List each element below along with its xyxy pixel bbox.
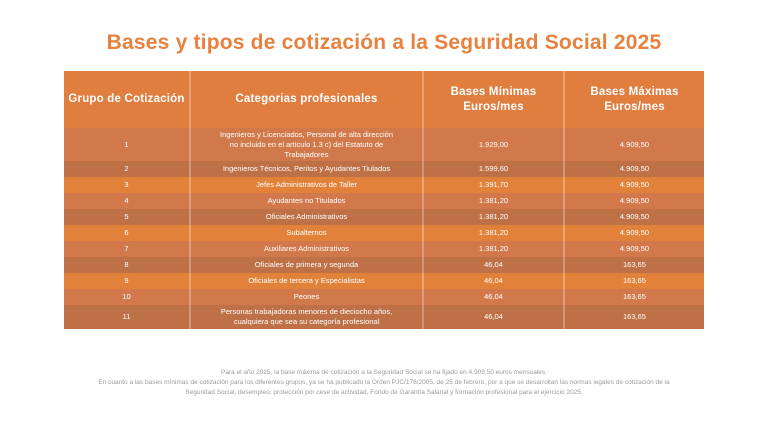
table-header-row: Grupo de Cotización Categorias profesion… xyxy=(64,71,704,128)
cell-categoria: Ayudantes no Titulados xyxy=(189,193,422,210)
table-row: 7 Auxiliares Administrativos 1.381,20 4.… xyxy=(64,241,704,258)
footnote-block: Para el año 2025, la base máxima de coti… xyxy=(60,368,708,398)
cell-grupo: 5 xyxy=(124,212,129,222)
table-row: 8 Oficiales de primera y segunda 46,04 1… xyxy=(64,257,704,274)
header-bases-maximas: Bases Máximas Euros/mes xyxy=(563,71,704,128)
cell-base-minima: 1.381,20 xyxy=(422,209,563,226)
table-row: 3 Jefes Administrativos de Taller 1.391,… xyxy=(64,177,704,194)
table-row: 5 Oficiales Administrativos 1.381,20 4.9… xyxy=(64,209,704,226)
cell-categoria: Oficiales de primera y segunda xyxy=(189,257,422,274)
table-row: 1 Ingenieros y Licenciados, Personal de … xyxy=(64,128,704,162)
cell-categoria: Auxiliares Administrativos xyxy=(189,241,422,258)
cell-base-minima: 46,04 xyxy=(422,273,563,290)
cell-base-maxima: 4.909,50 xyxy=(563,177,704,194)
table-row: 10 Peones 46,04 163,65 xyxy=(64,289,704,306)
cell-base-minima: 1.381,20 xyxy=(422,193,563,210)
cell-base-maxima: 163,65 xyxy=(563,273,704,290)
cell-base-maxima: 163,65 xyxy=(563,289,704,306)
cotizacion-table: Grupo de Cotización Categorias profesion… xyxy=(64,71,704,329)
cell-base-maxima: 4.909,50 xyxy=(563,241,704,258)
cell-base-maxima: 4.909,50 xyxy=(563,193,704,210)
cell-base-maxima: 4.909,50 xyxy=(563,161,704,178)
table-row: 6 Subalternos 1.381,20 4.909,50 xyxy=(64,225,704,242)
cell-base-minima: 1.599,60 xyxy=(422,161,563,178)
cell-base-maxima: 4.909,50 xyxy=(563,209,704,226)
page-title: Bases y tipos de cotización a la Segurid… xyxy=(106,31,662,54)
cell-grupo: 3 xyxy=(124,180,129,190)
header-grupo-cotizacion: Grupo de Cotización xyxy=(68,93,185,106)
table-row: 11 Personas trabajadoras menores de diec… xyxy=(64,305,704,329)
cell-categoria: Oficiales Administrativos xyxy=(189,209,422,226)
cell-grupo: 1 xyxy=(124,139,129,149)
cell-base-maxima: 4.909,50 xyxy=(563,225,704,242)
cell-grupo: 11 xyxy=(122,312,131,322)
cell-grupo: 6 xyxy=(124,228,129,238)
cell-base-minima: 46,04 xyxy=(422,305,563,329)
cell-base-maxima: 4.909,50 xyxy=(563,128,704,162)
cell-categoria: Jefes Administrativos de Taller xyxy=(189,177,422,194)
footnote-line-1: Para el año 2025, la base máxima de coti… xyxy=(221,369,547,376)
table-row: 4 Ayudantes no Titulados 1.381,20 4.909,… xyxy=(64,193,704,210)
cell-categoria: Peones xyxy=(189,289,422,306)
header-categorias-profesionales: Categorias profesionales xyxy=(189,71,422,128)
footnote-line-3: Seguridad Social, desempleo, protección … xyxy=(185,389,583,397)
cell-categoria: Subalternos xyxy=(189,225,422,242)
cell-base-maxima: 163,65 xyxy=(563,257,704,274)
cell-base-maxima: 163,65 xyxy=(563,305,704,329)
cell-base-minima: 1.929,00 xyxy=(422,128,563,162)
cell-base-minima: 1.381,20 xyxy=(422,225,563,242)
cell-base-minima: 1.391,70 xyxy=(422,177,563,194)
cell-categoria: Oficiales de tercera y Especialistas xyxy=(189,273,422,290)
cell-grupo: 2 xyxy=(124,164,129,174)
cell-categoria: Personas trabajadoras menores de diecioc… xyxy=(189,305,422,329)
cell-grupo: 7 xyxy=(124,244,129,254)
table-row: 9 Oficiales de tercera y Especialistas 4… xyxy=(64,273,704,290)
footnote-line-2: En cuanto a las bases mínimas de cotizac… xyxy=(98,379,670,387)
cell-grupo: 10 xyxy=(122,292,131,302)
cell-base-minima: 46,04 xyxy=(422,257,563,274)
cell-grupo: 9 xyxy=(124,276,129,286)
table-row: 2 Ingenieros Técnicos, Peritos y Ayudant… xyxy=(64,161,704,178)
cell-categoria: Ingenieros y Licenciados, Personal de al… xyxy=(189,128,422,162)
cell-categoria: Ingenieros Técnicos, Peritos y Ayudantes… xyxy=(189,161,422,178)
cell-base-minima: 1.381,20 xyxy=(422,241,563,258)
header-bases-minimas: Bases Mínimas Euros/mes xyxy=(422,71,563,128)
cell-base-minima: 46,04 xyxy=(422,289,563,306)
cell-grupo: 8 xyxy=(124,260,129,270)
cell-grupo: 4 xyxy=(124,196,129,206)
